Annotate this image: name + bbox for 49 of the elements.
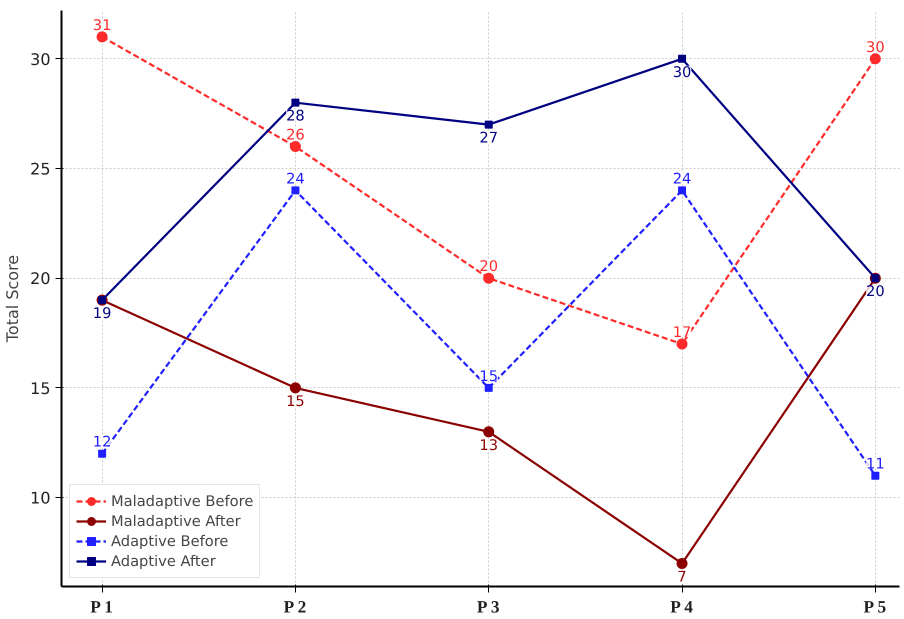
y-tick-label: 10 xyxy=(30,488,50,508)
legend-label: Maladaptive After xyxy=(111,512,241,530)
data-label: 19 xyxy=(92,305,112,322)
data-label: 15 xyxy=(286,392,305,410)
point xyxy=(676,338,688,350)
data-label: 17 xyxy=(672,324,692,342)
y-tick-label: 15 xyxy=(30,378,50,398)
data-label: 31 xyxy=(92,16,112,34)
point xyxy=(483,272,494,284)
data-label: 15 xyxy=(479,368,498,385)
point xyxy=(870,53,881,64)
point xyxy=(678,186,686,194)
data-label: 30 xyxy=(672,64,692,81)
legend-label: Adaptive After xyxy=(111,552,216,570)
data-label: 24 xyxy=(286,170,305,188)
point xyxy=(291,186,300,194)
legend-label: Adaptive Before xyxy=(111,532,228,550)
legend-label: Maladaptive Before xyxy=(111,492,254,510)
data-label: 27 xyxy=(479,130,498,147)
y-tick-label: 25 xyxy=(30,159,50,178)
point xyxy=(483,426,494,438)
data-label: 11 xyxy=(866,456,885,473)
data-label: 26 xyxy=(286,126,305,144)
data-label: 20 xyxy=(866,283,885,300)
x-tick-label: P 1 xyxy=(90,598,113,616)
data-label: 28 xyxy=(286,108,305,125)
data-label: 24 xyxy=(672,170,692,188)
data-label: 12 xyxy=(92,434,112,451)
data-label: 20 xyxy=(479,258,498,276)
y-tick-label: 20 xyxy=(30,269,50,288)
x-tick-label: P 4 xyxy=(670,598,694,616)
point xyxy=(871,472,880,480)
x-tick-label: P 2 xyxy=(284,598,306,616)
point xyxy=(484,120,493,129)
data-label: 7 xyxy=(677,568,687,586)
point xyxy=(290,382,301,394)
x-tick-label: P 5 xyxy=(864,598,887,616)
data-label: 30 xyxy=(866,38,885,56)
point xyxy=(484,384,493,392)
point xyxy=(678,54,686,63)
point xyxy=(291,98,300,107)
y-axis-title: Total Score xyxy=(3,254,22,344)
y-tick-label: 30 xyxy=(30,50,50,69)
point xyxy=(96,31,108,42)
point xyxy=(98,450,106,458)
point xyxy=(290,141,301,152)
data-label: 13 xyxy=(479,436,498,454)
x-tick-label: P 3 xyxy=(476,598,500,616)
point xyxy=(676,558,688,569)
